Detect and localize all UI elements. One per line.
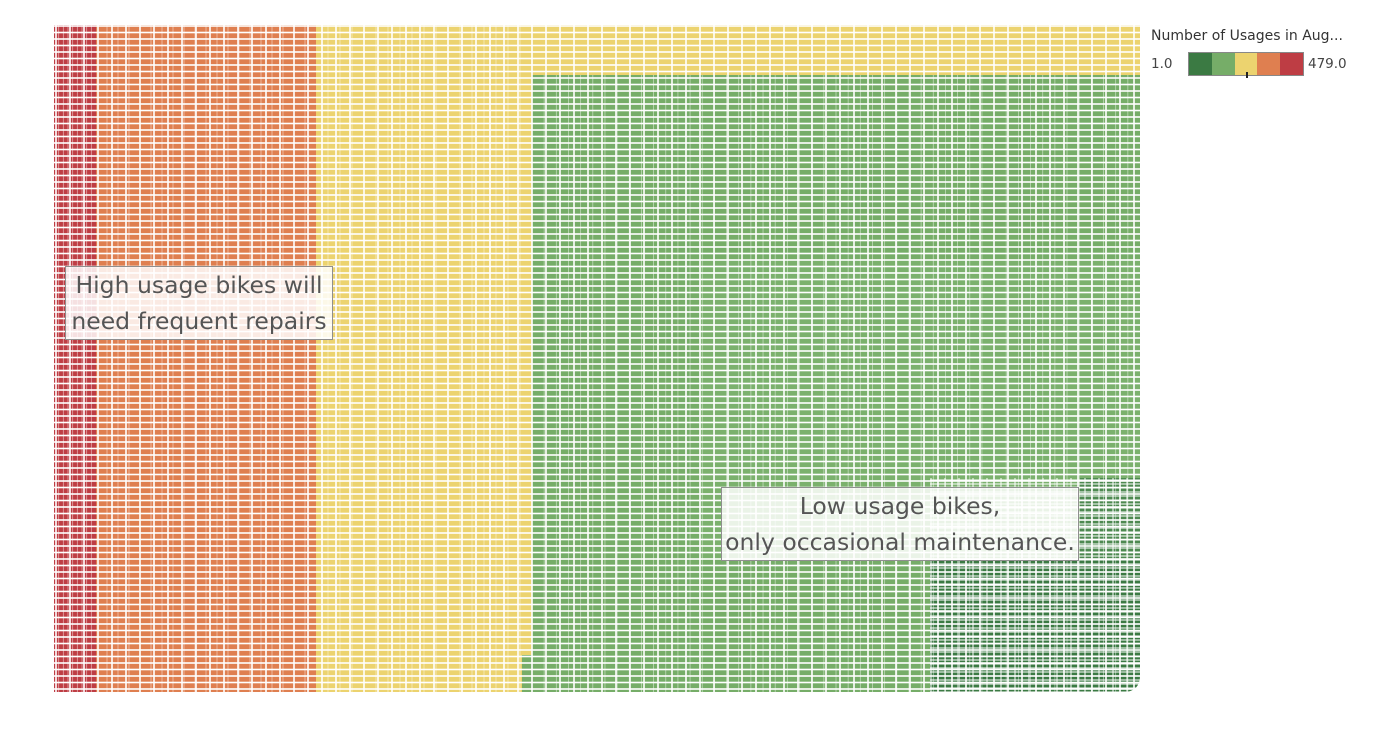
legend-swatch-3 [1234, 53, 1258, 75]
low-usage-annotation-line-1: Low usage bikes, [799, 492, 1001, 520]
legend-tick [1246, 72, 1248, 78]
legend-max-value: 479.0 [1308, 56, 1347, 72]
legend-title: Number of Usages in Aug... [1151, 28, 1343, 44]
high-usage-annotation-line-1: High usage bikes will [75, 271, 323, 299]
legend-swatch-1 [1189, 53, 1212, 75]
legend-row: 1.0 479.0 [1151, 52, 1387, 78]
high-usage-annotation-line-2: need frequent repairs [71, 307, 327, 335]
legend-swatch-5 [1280, 53, 1303, 75]
high-usage-annotation: High usage bikes will need frequent repa… [65, 266, 333, 340]
legend-swatch-4 [1257, 53, 1281, 75]
low-usage-annotation-line-2: only occasional maintenance. [725, 528, 1075, 556]
legend-color-scale [1188, 52, 1304, 78]
legend-min-value: 1.0 [1151, 56, 1173, 72]
low-usage-annotation: Low usage bikes, only occasional mainten… [721, 487, 1079, 561]
color-legend: Number of Usages in Aug... 1.0 479.0 [1151, 28, 1387, 78]
legend-swatch-2 [1211, 53, 1235, 75]
cell-grid-overlay [54, 25, 1140, 692]
